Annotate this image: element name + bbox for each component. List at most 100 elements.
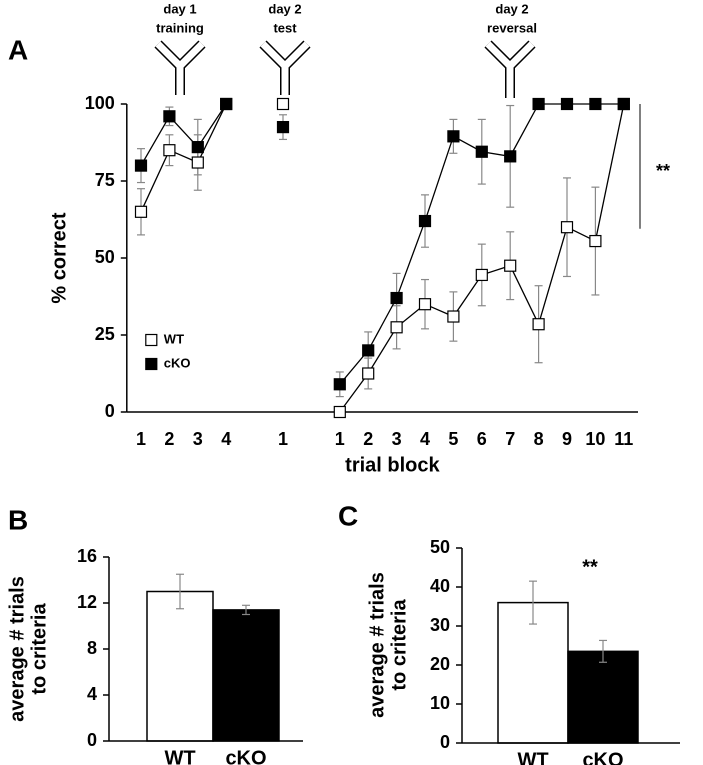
marker [276,120,290,134]
marker [362,344,375,357]
x-tick-label: cKO [225,747,266,765]
y-tick-label: 0 [87,730,97,750]
x-tick-label: 3 [193,429,203,449]
panel-label: A [8,34,28,65]
y-axis-label: % correct [48,212,70,303]
y-maze-icons [154,40,536,98]
y-tick-label: 12 [77,592,97,612]
y-axis-label: average # trials [366,572,388,718]
marker [560,221,574,234]
y-axis-label: to criteria [28,603,50,695]
annotation: training [156,20,204,35]
annotation: test [273,20,297,35]
y-tick-label: 10 [430,693,450,713]
x-tick-label: 1 [136,429,146,449]
x-tick-label: WT [164,747,195,765]
x-tick-label: 9 [562,429,572,449]
y-tick-label: 16 [77,546,97,566]
marker [475,268,488,282]
marker [504,259,517,272]
marker [475,145,488,158]
y-tick-label: 40 [430,576,450,596]
y-tick-label: 4 [87,684,97,704]
y-tick-label: 100 [85,93,115,113]
legend-swatch [145,333,158,347]
y-tick-label: 30 [430,615,450,635]
marker [589,97,602,111]
marker [504,150,517,163]
marker [447,130,460,143]
marker [276,97,290,111]
marker [418,298,432,311]
marker [418,214,432,228]
x-tick-label: 3 [392,429,402,449]
x-tick-label: 2 [363,429,373,449]
y-axis-label: to criteria [388,599,410,691]
marker [362,367,375,380]
marker [532,318,545,331]
bar [497,601,569,744]
x-tick-label: 4 [420,429,430,449]
marker [134,159,148,172]
bar [212,609,280,742]
significance-label: ** [582,556,598,578]
marker [134,205,148,218]
legend-swatch [145,357,158,371]
x-axis-label: trial block [345,454,440,476]
marker [560,97,574,111]
marker [220,97,233,111]
x-tick-label: 5 [448,429,458,449]
maze-icon [485,41,535,98]
annotation: reversal [487,20,537,35]
y-tick-label: 75 [95,170,115,190]
x-tick-label: 7 [505,429,515,449]
marker [589,234,602,248]
significance-label: ** [656,161,670,181]
annotation: day 2 [268,1,301,16]
x-tick-label: 1 [278,429,288,449]
marker [191,156,204,169]
marker [532,97,545,111]
error-bar [242,604,250,616]
x-tick-label: 8 [534,429,544,449]
x-tick-label: 1 [335,429,345,449]
bar [146,590,214,742]
error-bar [176,573,184,610]
y-tick-label: 8 [87,638,97,658]
legend-label: WT [164,331,184,346]
x-tick-label: 11 [614,429,633,449]
marker [163,110,176,123]
annotation: day 1 [163,1,196,16]
maze-icon [260,41,310,95]
marker [447,310,460,323]
x-tick-label: WT [517,749,548,765]
y-tick-label: 20 [430,654,450,674]
error-bar [529,580,537,625]
x-tick-label: 2 [164,429,174,449]
maze-icon [155,41,205,95]
legend-label: cKO [164,355,191,370]
marker [163,144,176,157]
y-tick-label: 0 [105,401,115,421]
y-tick-label: 50 [430,537,450,557]
x-tick-label: cKO [582,749,623,765]
y-tick-label: 0 [440,732,450,752]
bar [567,650,639,744]
x-tick-label: 6 [477,429,487,449]
series-line [140,103,624,385]
marker [333,378,346,391]
y-tick-label: 50 [95,247,115,267]
marker [191,141,204,154]
x-tick-label: 4 [221,429,231,449]
series-line [140,103,625,413]
error-bar [599,639,607,663]
annotation: day 2 [495,1,528,16]
panel-label: C [338,500,358,531]
y-tick-label: 25 [95,324,115,344]
marker [390,321,403,334]
panel-label: B [8,504,28,535]
marker [390,291,403,305]
marker [617,97,630,111]
x-tick-label: 10 [585,429,605,449]
